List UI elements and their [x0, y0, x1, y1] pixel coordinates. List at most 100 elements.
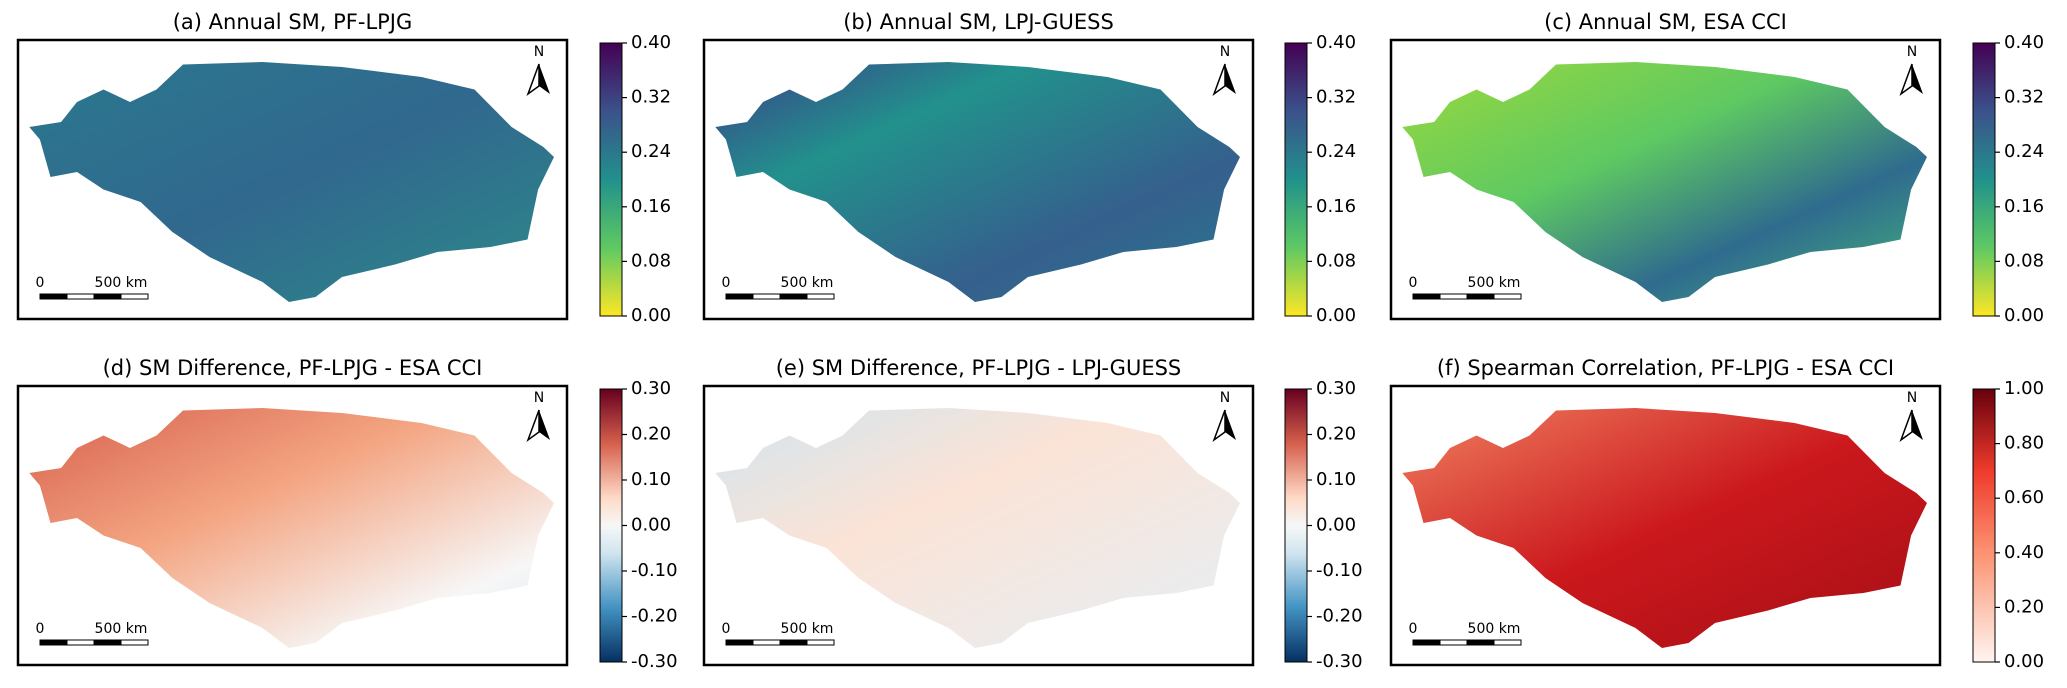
- scale-bar: [66, 639, 95, 646]
- colorbar-tick-label: 0.20: [2004, 596, 2044, 617]
- colorbar-tick-label: 0.32: [631, 87, 671, 108]
- panel-title: (b) Annual SM, LPJ-GUESS: [843, 10, 1114, 34]
- north-label: N: [1220, 44, 1230, 60]
- scale-bar: [39, 293, 68, 300]
- scale-label: 0: [722, 275, 731, 291]
- colorbar-tick-label: 0.00: [1316, 515, 1356, 536]
- scale-label: 0: [1409, 275, 1418, 291]
- colorbar-tick-label: 0.80: [2004, 433, 2044, 454]
- scale-label: 500 km: [95, 621, 148, 637]
- scale-bar: [752, 639, 781, 646]
- scale-bar: [1493, 293, 1522, 300]
- colorbar-tick-label: 0.32: [2004, 87, 2044, 108]
- scale-bar: [1412, 639, 1441, 646]
- panel-title: (d) SM Difference, PF-LPJG - ESA CCI: [103, 356, 483, 380]
- scale-bar: [752, 293, 781, 300]
- scale-bar: [725, 293, 754, 300]
- colorbar-tick-label: -0.20: [1316, 606, 1363, 627]
- colorbar-tick-label: 0.00: [2004, 651, 2044, 672]
- scale-label: 500 km: [1468, 275, 1521, 291]
- panel-title: (c) Annual SM, ESA CCI: [1544, 10, 1787, 34]
- colorbar-tick-label: 0.40: [1316, 32, 1356, 53]
- scale-bar: [806, 293, 835, 300]
- map-region: [715, 408, 1240, 648]
- scale-bar: [120, 293, 149, 300]
- colorbar-tick-label: 0.08: [1316, 250, 1356, 271]
- colorbar-tick-label: -0.20: [631, 606, 678, 627]
- north-arrow: [539, 410, 550, 440]
- colorbar: [1284, 42, 1308, 317]
- colorbar-tick-label: 0.40: [2004, 32, 2044, 53]
- scale-bar: [39, 639, 68, 646]
- colorbar-tick-label: 0.08: [2004, 250, 2044, 271]
- colorbar-tick-label: 0.16: [2004, 196, 2044, 217]
- scale-label: 0: [722, 621, 731, 637]
- colorbar-tick-label: 0.00: [631, 515, 671, 536]
- scale-label: 500 km: [781, 275, 834, 291]
- colorbar-tick-label: 0.00: [2004, 305, 2044, 326]
- scale-bar: [1493, 639, 1522, 646]
- colorbar-tick-label: 0.24: [1316, 141, 1356, 162]
- colorbar-tick-label: 0.08: [631, 250, 671, 271]
- scale-bar: [806, 639, 835, 646]
- scale-bar: [725, 639, 754, 646]
- panel-title: (f) Spearman Correlation, PF-LPJG - ESA …: [1437, 356, 1894, 380]
- map-region: [715, 62, 1240, 302]
- colorbar-tick-label: 0.60: [2004, 487, 2044, 508]
- colorbar-tick-label: 0.20: [1316, 424, 1356, 445]
- scale-bar: [1466, 293, 1495, 300]
- colorbar: [1972, 42, 1996, 317]
- colorbar-tick-label: 0.40: [631, 32, 671, 53]
- colorbar-tick-label: 0.00: [1316, 305, 1356, 326]
- colorbar-tick-label: -0.30: [631, 651, 678, 672]
- scale-bar: [779, 293, 808, 300]
- panel-title: (e) SM Difference, PF-LPJG - LPJ-GUESS: [776, 356, 1182, 380]
- colorbar: [599, 42, 623, 317]
- scale-bar: [1439, 293, 1468, 300]
- north-arrow: [1225, 410, 1236, 440]
- colorbar-tick-label: -0.30: [1316, 651, 1363, 672]
- north-label: N: [1220, 390, 1230, 406]
- north-label: N: [1907, 44, 1917, 60]
- scale-label: 0: [1409, 621, 1418, 637]
- scale-bar: [120, 639, 149, 646]
- scale-label: 500 km: [1468, 621, 1521, 637]
- colorbar-tick-label: 1.00: [2004, 378, 2044, 399]
- north-label: N: [534, 44, 544, 60]
- scale-bar: [93, 293, 122, 300]
- colorbar: [1284, 388, 1308, 663]
- colorbar-tick-label: 0.16: [1316, 196, 1356, 217]
- colorbar-tick-label: 0.30: [1316, 378, 1356, 399]
- colorbar-tick-label: 0.00: [631, 305, 671, 326]
- north-arrow: [539, 64, 550, 94]
- scale-label: 0: [36, 621, 45, 637]
- colorbar-tick-label: 0.16: [631, 196, 671, 217]
- colorbar-tick-label: 0.10: [631, 469, 671, 490]
- north-label: N: [534, 390, 544, 406]
- colorbar-tick-label: 0.24: [631, 141, 671, 162]
- colorbar-tick-label: 0.10: [1316, 469, 1356, 490]
- colorbar-tick-label: 0.24: [2004, 141, 2044, 162]
- north-label: N: [1907, 390, 1917, 406]
- north-arrow: [1912, 410, 1923, 440]
- scale-bar: [1466, 639, 1495, 646]
- colorbar: [1972, 388, 1996, 663]
- colorbar-tick-label: 0.20: [631, 424, 671, 445]
- map-region: [1402, 408, 1927, 648]
- map-region: [29, 62, 555, 302]
- north-arrow: [1912, 64, 1923, 94]
- north-arrow: [1225, 64, 1236, 94]
- colorbar: [599, 388, 623, 663]
- map-region: [29, 408, 555, 648]
- scale-bar: [1439, 639, 1468, 646]
- colorbar-tick-label: 0.40: [2004, 542, 2044, 563]
- colorbar-tick-label: -0.10: [631, 560, 678, 581]
- scale-label: 0: [36, 275, 45, 291]
- scale-label: 500 km: [95, 275, 148, 291]
- colorbar-tick-label: 0.32: [1316, 87, 1356, 108]
- scale-bar: [66, 293, 95, 300]
- map-region: [1402, 62, 1927, 302]
- scale-bar: [93, 639, 122, 646]
- scale-bar: [1412, 293, 1441, 300]
